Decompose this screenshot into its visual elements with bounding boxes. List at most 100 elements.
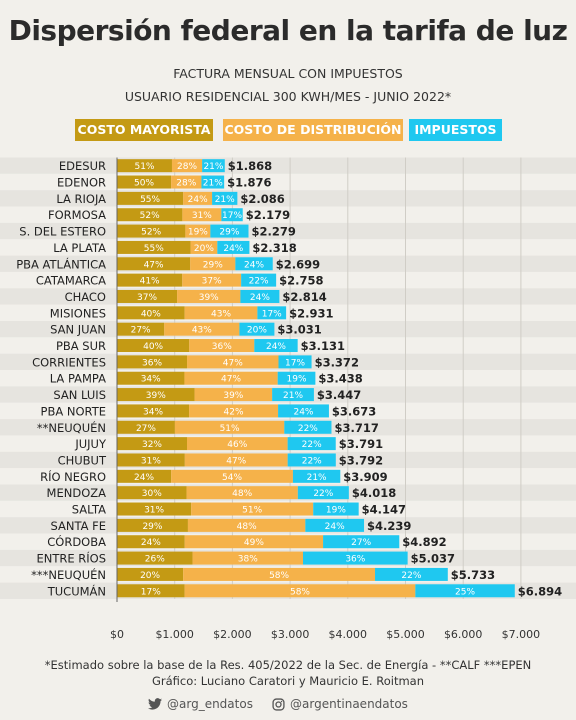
segment-percent-label: 52% (141, 228, 161, 238)
bar-segment (212, 191, 238, 205)
segment-percent-label: 20% (247, 326, 267, 336)
bar-segment (278, 404, 329, 418)
bar-segment (117, 437, 187, 451)
bar-segment (117, 469, 172, 483)
segment-percent-label: 22% (401, 571, 421, 581)
bar-segment (182, 273, 242, 287)
segment-percent-label: 52% (140, 211, 160, 221)
segment-percent-label: 30% (142, 489, 162, 499)
bar-segment (117, 159, 172, 173)
bar-segment (305, 518, 365, 532)
segment-percent-label: 51% (134, 162, 154, 172)
total-value-label: $1.868 (228, 159, 272, 173)
bar-segment (117, 257, 191, 271)
twitter-handle-text: @arg_endatos (167, 697, 253, 711)
bar-segment (257, 306, 287, 320)
segment-percent-label: 37% (202, 277, 222, 287)
twitter-handle[interactable]: @arg_endatos (148, 697, 253, 711)
segment-percent-label: 50% (134, 179, 154, 189)
bar-segment (117, 322, 165, 336)
segment-percent-label: 17% (285, 358, 305, 368)
bar-segment (164, 322, 240, 336)
bar-segment (201, 175, 225, 189)
bar-segment (184, 584, 416, 598)
segment-percent-label: 39% (223, 391, 243, 401)
segment-percent-label: 55% (144, 244, 164, 254)
bar-segment (192, 551, 304, 565)
segment-percent-label: 36% (142, 358, 162, 368)
instagram-icon (272, 697, 285, 711)
x-tick-label: $4.000 (329, 628, 368, 641)
legend-item-impuestos: IMPUESTOS (409, 119, 502, 141)
segment-percent-label: 22% (302, 456, 322, 466)
segment-percent-label: 34% (141, 375, 161, 385)
bar-segment (177, 289, 241, 303)
segment-percent-label: 34% (143, 407, 163, 417)
bar-segment (210, 224, 249, 238)
segment-percent-label: 19% (326, 506, 346, 516)
segment-percent-label: 19% (188, 228, 208, 238)
legend-item-distribucion: COSTO DE DISTRIBUCIÓN (223, 119, 403, 141)
bar-segment (183, 567, 376, 581)
bar-segment (292, 469, 341, 483)
x-tick-label: $0 (110, 628, 124, 641)
total-value-label: $3.673 (332, 404, 376, 418)
x-tick-label: $1.000 (155, 628, 194, 641)
total-value-label: $3.792 (339, 453, 383, 467)
bar-segment (187, 355, 279, 369)
category-label: FORMOSA (48, 208, 106, 222)
chart-title: Dispersión federal en la tarifa de luz (8, 14, 568, 47)
total-value-label: $4.892 (402, 535, 446, 549)
x-tick-label: $2.000 (213, 628, 252, 641)
category-label: SAN LUIS (53, 388, 106, 402)
bar-segment (297, 486, 349, 500)
bar-segment (117, 404, 190, 418)
segment-percent-label: 31% (192, 211, 212, 221)
category-label: PBA ATLÁNTICA (16, 256, 106, 271)
segment-percent-label: 36% (212, 342, 232, 352)
bar-segment (117, 240, 191, 254)
segment-percent-label: 26% (145, 555, 165, 565)
segment-percent-label: 19% (287, 375, 307, 385)
category-label: LA PAMPA (50, 372, 106, 386)
category-label: CATAMARCA (36, 274, 106, 288)
total-value-label: $2.699 (276, 257, 320, 271)
credit: Gráfico: Luciano Caratori y Mauricio E. … (151, 674, 424, 688)
bar-segment (174, 420, 285, 434)
bar-segment (189, 404, 279, 418)
bar-segment (183, 191, 213, 205)
category-label: TUCUMÁN (47, 583, 106, 598)
bar-segment (117, 567, 184, 581)
category-label: MISIONES (50, 306, 106, 320)
category-label: CÓRDOBA (47, 534, 106, 549)
total-value-label: $2.758 (279, 274, 323, 288)
segment-percent-label: 22% (313, 489, 333, 499)
bar-segment (117, 388, 195, 402)
segment-percent-label: 47% (144, 260, 164, 270)
segment-percent-label: 21% (307, 473, 327, 483)
total-value-label: $4.239 (367, 519, 411, 533)
total-value-label: $2.086 (240, 192, 284, 206)
bar-segment (117, 355, 188, 369)
category-label: MENDOZA (47, 486, 107, 500)
bar-segment (117, 518, 188, 532)
segment-percent-label: 58% (290, 587, 310, 597)
segment-percent-label: 37% (137, 293, 157, 303)
bar-segment (117, 175, 172, 189)
bar-segment (117, 191, 184, 205)
bar-segment (184, 371, 278, 385)
segment-percent-label: 58% (269, 571, 289, 581)
total-value-label: $5.037 (411, 552, 455, 566)
segment-percent-label: 20% (140, 571, 160, 581)
total-value-label: $5.733 (451, 568, 495, 582)
bar-segment (375, 567, 448, 581)
total-value-label: $1.876 (227, 176, 271, 190)
total-value-label: $4.018 (352, 486, 396, 500)
segment-percent-label: 25% (455, 587, 475, 597)
bar-segment (117, 208, 183, 222)
instagram-handle[interactable]: @argentinaendatos (272, 697, 408, 711)
bar-segment (254, 339, 298, 353)
category-label: EDESUR (59, 159, 106, 173)
segment-percent-label: 54% (222, 473, 242, 483)
category-label: SANTA FE (50, 519, 106, 533)
